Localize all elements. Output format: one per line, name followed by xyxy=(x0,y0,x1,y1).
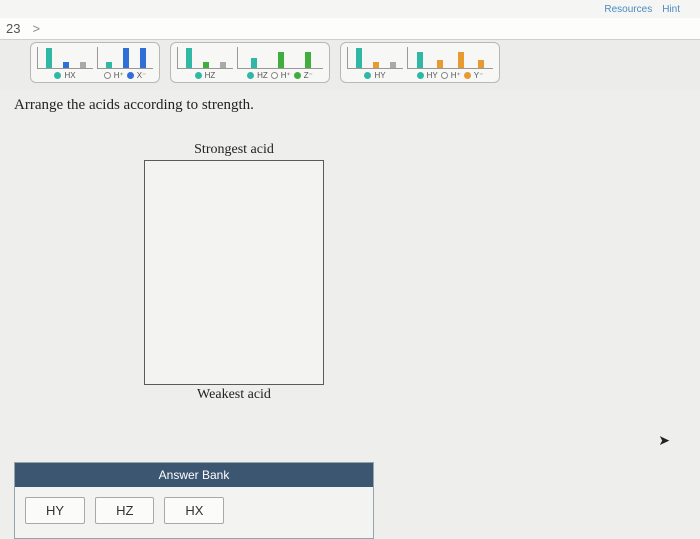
draggable-item[interactable]: HZ xyxy=(95,497,154,524)
diagram-pair: HZ HZ H⁺ Z⁻ xyxy=(170,42,330,83)
bar xyxy=(106,62,112,68)
legend-dot-icon xyxy=(54,72,61,79)
legend-dot-icon xyxy=(464,72,471,79)
legend-dot-icon xyxy=(127,72,134,79)
legend: HZ xyxy=(195,71,216,80)
mini-bar-chart xyxy=(97,47,153,69)
legend-dot-icon xyxy=(417,72,424,79)
ranking-widget: Strongest acid Weakest acid xyxy=(134,142,334,403)
strongest-label: Strongest acid xyxy=(134,142,334,158)
legend: HZ H⁺ Z⁻ xyxy=(247,71,313,80)
mini-bar-chart xyxy=(177,47,233,69)
bar xyxy=(46,48,52,68)
weakest-label: Weakest acid xyxy=(134,387,334,403)
legend-label: HZ xyxy=(257,71,268,80)
bar xyxy=(373,62,379,68)
legend: HY H⁺ Y⁻ xyxy=(417,71,484,80)
bar xyxy=(390,62,396,68)
legend-label: H⁺ xyxy=(281,71,291,80)
bar xyxy=(186,48,192,68)
mini-bar-chart xyxy=(347,47,403,69)
legend-dot-icon xyxy=(441,72,448,79)
draggable-item[interactable]: HY xyxy=(25,497,85,524)
diagram-cell: H⁺ X⁻ xyxy=(97,47,153,80)
legend-dot-icon xyxy=(195,72,202,79)
top-toolbar: Resources Hint xyxy=(0,0,700,18)
bar xyxy=(278,52,284,68)
bar xyxy=(478,60,484,68)
legend-dot-icon xyxy=(364,72,371,79)
bar xyxy=(251,58,257,68)
diagram-cell: HY xyxy=(347,47,403,80)
legend-label: Z⁻ xyxy=(304,71,313,80)
diagram-cell: HY H⁺ Y⁻ xyxy=(407,47,493,80)
bar xyxy=(140,48,146,68)
answer-bank-title: Answer Bank xyxy=(15,463,373,487)
diagram-pair: HY HY H⁺ Y⁻ xyxy=(340,42,500,83)
bar xyxy=(437,60,443,68)
legend-dot-icon xyxy=(294,72,301,79)
next-chevron-icon[interactable]: > xyxy=(32,21,40,36)
resources-button[interactable]: Resources xyxy=(604,4,652,15)
bar xyxy=(203,62,209,68)
legend: HX xyxy=(54,71,75,80)
answer-bank: Answer Bank HY HZ HX xyxy=(14,462,374,539)
content-area: Arrange the acids according to strength.… xyxy=(0,89,700,539)
question-number: 23 xyxy=(6,21,20,36)
instruction-text: Arrange the acids according to strength. xyxy=(14,97,686,114)
diagram-cell: HZ H⁺ Z⁻ xyxy=(237,47,323,80)
bar xyxy=(458,52,464,68)
legend-dot-icon xyxy=(247,72,254,79)
legend-label: HY xyxy=(374,71,385,80)
bar xyxy=(63,62,69,68)
legend-dot-icon xyxy=(271,72,278,79)
mini-bar-chart xyxy=(407,47,493,69)
draggable-item[interactable]: HX xyxy=(164,497,224,524)
legend: HY xyxy=(364,71,385,80)
legend-label: X⁻ xyxy=(137,71,147,80)
legend-label: HX xyxy=(64,71,75,80)
legend-label: H⁺ xyxy=(451,71,461,80)
cursor-icon: ➤ xyxy=(658,432,670,449)
diagram-cell: HZ xyxy=(177,47,233,80)
bar xyxy=(356,48,362,68)
question-nav: 23 > xyxy=(0,18,700,40)
legend-label: HY xyxy=(427,71,438,80)
mini-bar-chart xyxy=(37,47,93,69)
ranking-drop-zone[interactable] xyxy=(144,160,324,385)
hint-button[interactable]: Hint xyxy=(662,4,680,15)
mini-bar-chart xyxy=(237,47,323,69)
legend-dot-icon xyxy=(104,72,111,79)
bar xyxy=(80,62,86,68)
answer-bank-body: HY HZ HX xyxy=(15,487,373,538)
bar xyxy=(123,48,129,68)
diagram-cell: HX xyxy=(37,47,93,80)
legend-label: Y⁻ xyxy=(474,71,484,80)
legend-label: HZ xyxy=(205,71,216,80)
bar xyxy=(417,52,423,68)
bar xyxy=(220,62,226,68)
bar xyxy=(305,52,311,68)
diagram-row: HX H⁺ X⁻ HZ HZ H⁺ Z⁻ HY HY H⁺ Y⁻ xyxy=(0,40,700,89)
legend-label: H⁺ xyxy=(114,71,124,80)
diagram-pair: HX H⁺ X⁻ xyxy=(30,42,160,83)
legend: H⁺ X⁻ xyxy=(104,71,147,80)
